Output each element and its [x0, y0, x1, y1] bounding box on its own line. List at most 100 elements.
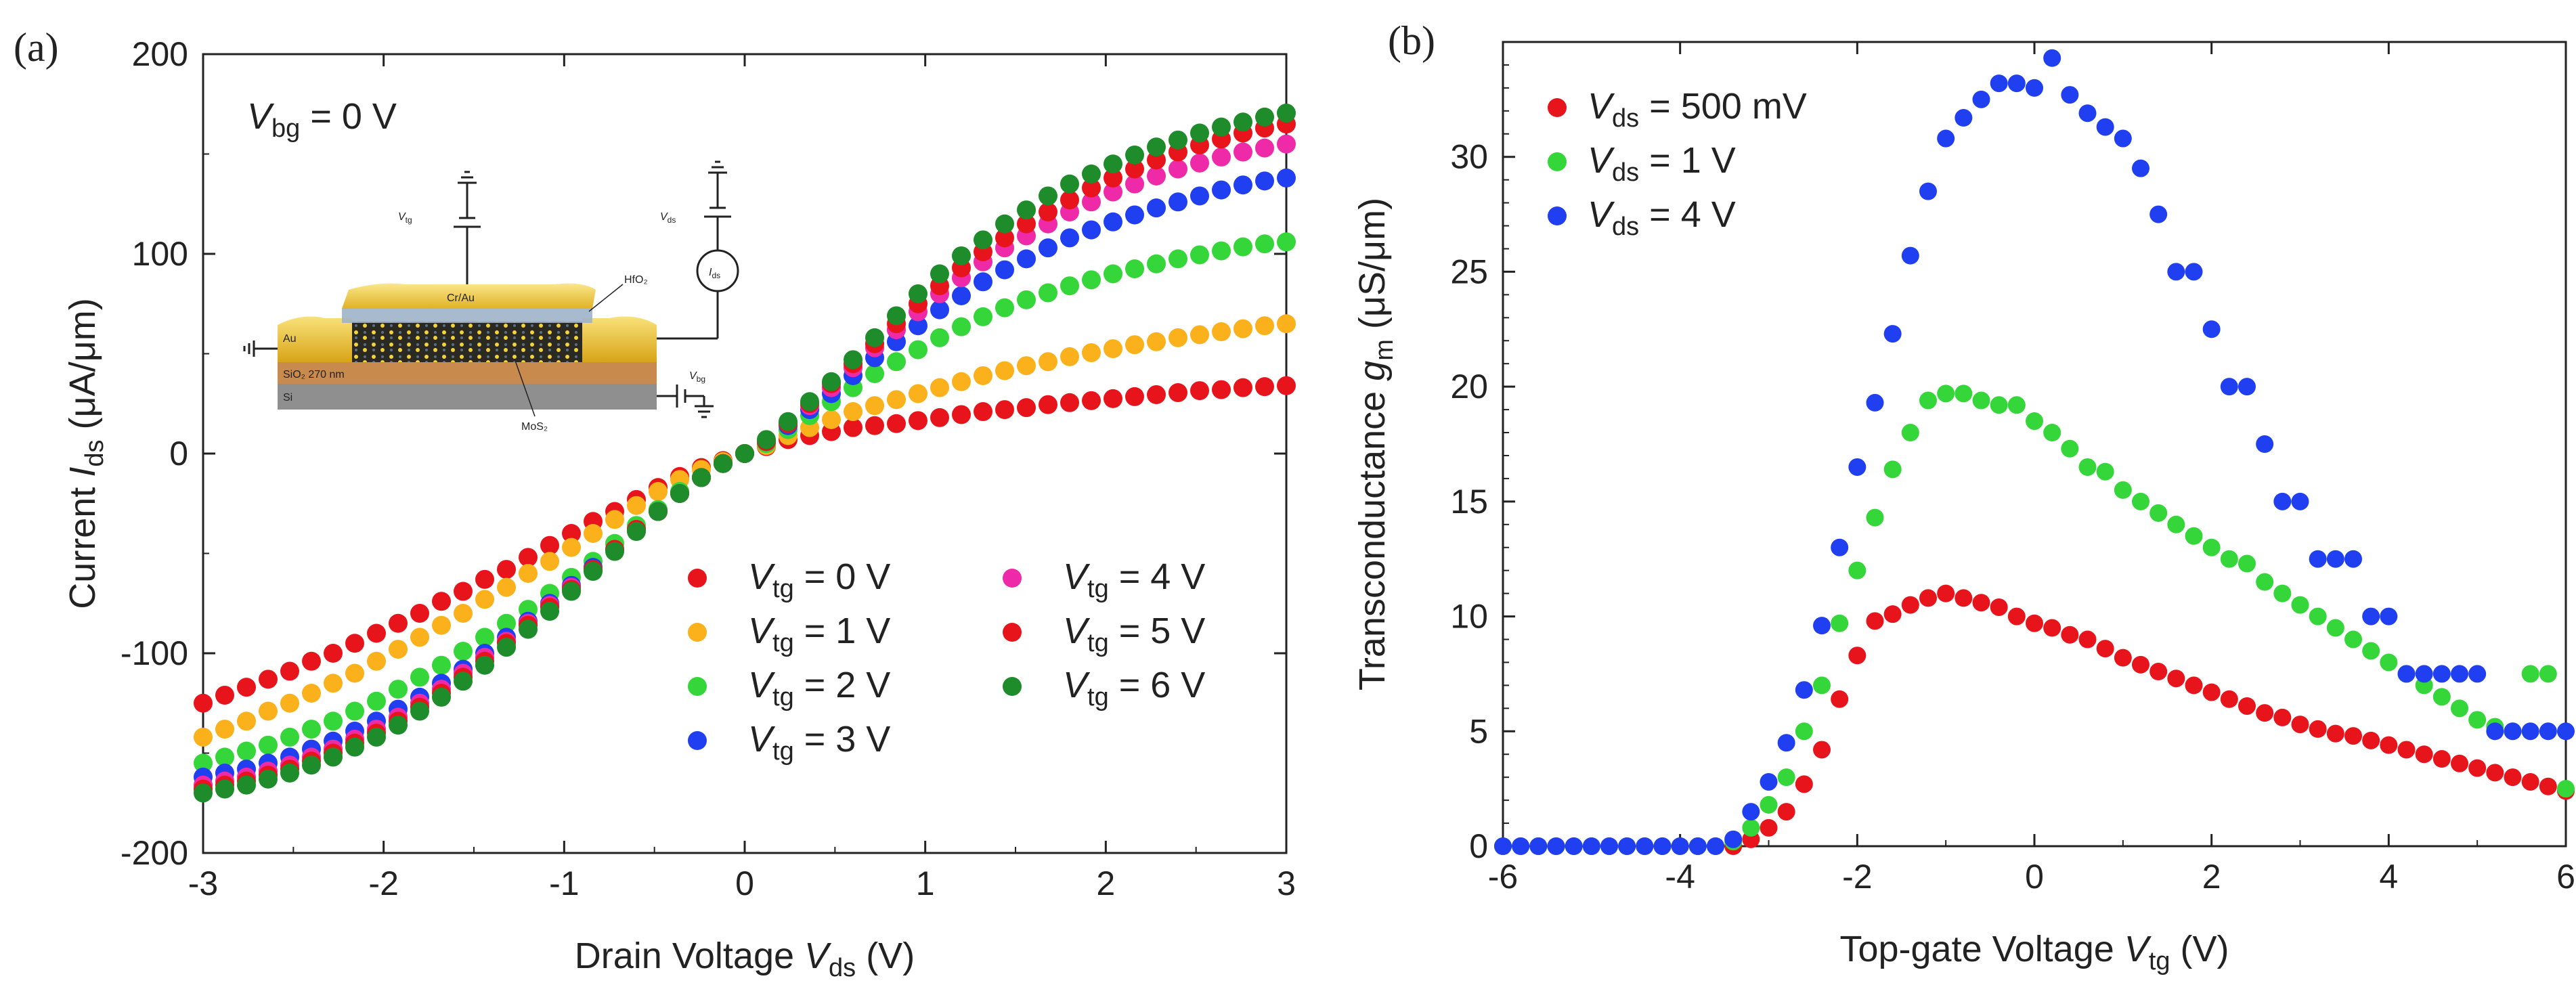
data-point [822, 410, 841, 429]
data-point [995, 400, 1014, 420]
data-point [1060, 190, 1079, 210]
data-point [345, 663, 364, 683]
data-point [2185, 263, 2203, 281]
data-point [605, 510, 624, 529]
data-point [952, 405, 971, 424]
data-point [1104, 264, 1122, 284]
a-y-axis-title: Current Ids (μA/μm) [62, 298, 109, 609]
data-point [1742, 803, 1760, 821]
data-point [2061, 86, 2079, 104]
b-x-axis-title: Top-gate Voltage Vtg (V) [1839, 929, 2229, 975]
b-legend-marker [1548, 206, 1567, 225]
y-tick-label: -100 [121, 634, 188, 672]
x-tick-label: 2 [2202, 858, 2221, 896]
data-point [1813, 741, 1831, 759]
data-point [194, 753, 213, 773]
a-legend-label: Vtg = 0 V [748, 556, 890, 603]
data-point [1082, 391, 1101, 410]
data-point [2007, 607, 2026, 626]
data-point [1082, 220, 1101, 240]
data-point [2344, 630, 2362, 649]
data-point [2397, 665, 2416, 683]
data-point [1060, 228, 1079, 248]
data-point [1813, 617, 1831, 635]
data-point [1972, 594, 1990, 612]
data-point [432, 592, 451, 611]
data-point [1212, 117, 1231, 137]
data-point [1017, 398, 1036, 418]
mos2-label: MoS₂ [521, 421, 548, 433]
data-point [1724, 830, 1743, 848]
data-point [1060, 174, 1079, 194]
data-point [345, 701, 364, 721]
ids-label: Ids [709, 267, 720, 280]
data-point [1212, 180, 1231, 200]
data-point [974, 307, 992, 326]
data-point [2504, 722, 2522, 741]
data-point [627, 522, 646, 542]
data-point [1795, 775, 1813, 793]
data-point [432, 687, 451, 707]
data-point [800, 392, 819, 412]
data-point [389, 680, 408, 699]
data-point [2220, 550, 2238, 568]
data-point [1125, 145, 1144, 164]
data-point [2451, 665, 2468, 683]
data-point [302, 720, 321, 739]
data-point [952, 246, 971, 265]
data-point [2291, 716, 2309, 734]
data-point [194, 783, 213, 803]
data-point [475, 628, 494, 647]
data-point [909, 340, 927, 359]
au-label: Au [283, 333, 297, 345]
data-point [2026, 79, 2043, 97]
data-point [1039, 283, 1057, 303]
x-tick-label: 1 [916, 864, 935, 902]
data-point [2504, 768, 2522, 787]
data-point [215, 779, 234, 799]
data-point [2326, 619, 2344, 637]
data-point [692, 468, 711, 487]
data-point [475, 569, 494, 589]
data-point [930, 378, 949, 397]
data-point [1169, 192, 1187, 212]
data-point [1277, 232, 1296, 252]
data-point [1277, 168, 1296, 188]
data-point [649, 502, 668, 521]
vbg-label: Vbg [689, 370, 705, 384]
b-legend-label: Vds = 1 V [1588, 140, 1736, 187]
data-point [1212, 380, 1231, 399]
data-point [519, 564, 538, 583]
data-point [1190, 123, 1209, 143]
data-point [1234, 142, 1252, 162]
series-6 [194, 104, 1296, 803]
data-point [844, 350, 863, 370]
data-point [562, 582, 581, 601]
data-point [1990, 74, 2008, 93]
hfo2-layer [342, 308, 592, 323]
b-legend-label: Vds = 500 mV [1588, 86, 1807, 133]
data-point [2132, 492, 2149, 510]
b-legend-label: Vds = 4 V [1588, 194, 1736, 241]
data-point [1190, 325, 1209, 345]
data-point [324, 747, 343, 767]
data-point [497, 577, 516, 597]
au-source [278, 316, 352, 362]
data-point [909, 284, 927, 303]
data-point [1901, 424, 1919, 442]
data-point [649, 482, 668, 502]
data-point [1147, 385, 1166, 404]
data-point [2167, 670, 2185, 688]
data-point [2362, 642, 2380, 660]
data-point [909, 411, 927, 431]
data-point [2539, 722, 2557, 741]
data-point [1512, 837, 1530, 855]
data-point [1147, 198, 1166, 218]
data-point [1234, 112, 1252, 132]
data-point [2521, 772, 2539, 791]
data-point [1039, 352, 1057, 372]
data-point [540, 602, 559, 621]
data-point [1937, 584, 1955, 602]
y-tick-label: 30 [1450, 138, 1488, 176]
